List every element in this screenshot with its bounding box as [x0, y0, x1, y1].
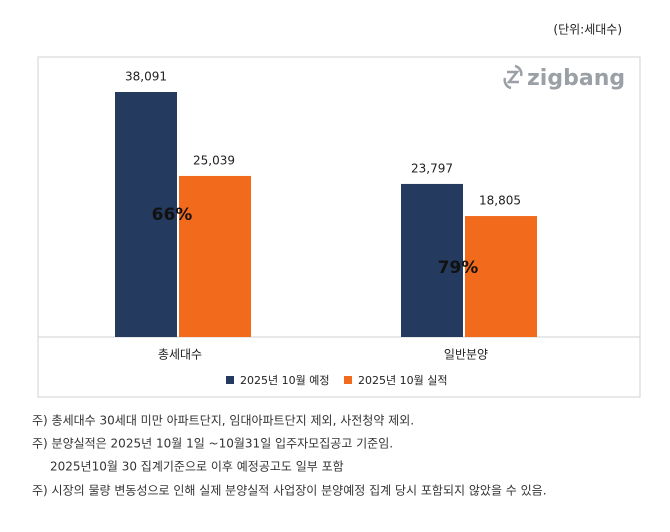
- annotation: 79%: [438, 258, 479, 278]
- chart-frame: [37, 56, 641, 398]
- legend-swatch: [226, 376, 234, 384]
- annotation: 66%: [152, 205, 193, 225]
- data-label: 38,091: [125, 70, 167, 84]
- note: 주) 분양실적은 2025년 10월 1일 ~10월31일 입주자모집공고 기준…: [32, 437, 393, 451]
- note: 주) 시장의 물량 변동성으로 인해 실제 분양실적 사업장이 분양예정 집계 …: [32, 484, 547, 498]
- logo-text: zigbang: [527, 66, 625, 91]
- legend-label: 2025년 10월 예정: [240, 374, 329, 387]
- data-label: 25,039: [193, 153, 235, 167]
- bar: [465, 216, 537, 337]
- logo: zigbang: [503, 64, 625, 91]
- x-tick-label: 총세대수: [158, 348, 202, 362]
- bar: [179, 175, 251, 337]
- bar: [401, 183, 463, 337]
- unit-label: (단위:세대수): [553, 23, 622, 37]
- logo-icon: [503, 64, 523, 90]
- data-label: 23,797: [411, 161, 453, 175]
- legend-label: 2025년 10월 실적: [358, 374, 447, 387]
- x-tick-label: 일반분양: [444, 348, 488, 362]
- data-label: 18,805: [479, 194, 521, 208]
- note: 2025년10월 30 집계기준으로 이후 예정공고도 일부 포함: [50, 460, 344, 474]
- bar: [115, 92, 177, 337]
- legend-swatch: [344, 376, 352, 384]
- note: 주) 총세대수 30세대 미만 아파트단지, 임대아파트단지 제외, 사전청약 …: [32, 413, 414, 428]
